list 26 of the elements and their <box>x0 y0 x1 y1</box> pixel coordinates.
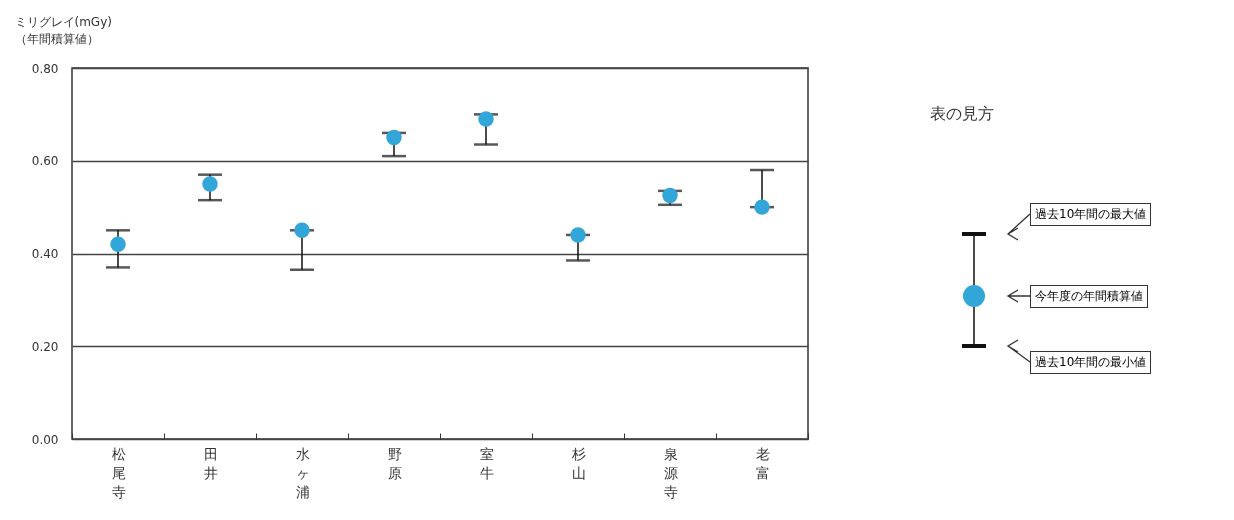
text: 過去10年間の最大値 <box>1030 203 1152 226</box>
x-tick-label: 老富 <box>755 445 770 481</box>
x-tick-label: 泉源寺 <box>663 445 678 500</box>
x-tick-label: 杉山 <box>570 445 586 481</box>
point <box>662 187 678 204</box>
x-tick-label: 水ヶ浦 <box>295 445 310 500</box>
point <box>202 176 218 192</box>
x-tick-label: 室牛 <box>479 445 494 481</box>
y-tick-label: 0.40 <box>31 247 59 261</box>
point <box>386 129 402 146</box>
text: 過去10年間の最小値 <box>1030 351 1152 374</box>
point <box>478 111 494 127</box>
point <box>110 236 126 252</box>
x-tick-label: 野原 <box>387 445 402 481</box>
y-axis-title: ミリグレイ(mGy) （年間積算値） <box>14 14 112 46</box>
y-tick-label: 0.60 <box>31 154 59 169</box>
y-tick-label: 0.00 <box>31 432 59 447</box>
x-tick-label: 田井 <box>203 445 218 481</box>
text: 今年度の年間積算値 <box>1030 285 1148 308</box>
y-tick-label: 0.20 <box>31 339 59 354</box>
y-tick-label: 0.80 <box>31 61 59 76</box>
x-tick-label: 松尾寺 <box>111 445 126 500</box>
point <box>754 199 770 215</box>
text: 表の見方 <box>930 104 994 125</box>
point <box>570 227 586 243</box>
point <box>294 222 310 239</box>
